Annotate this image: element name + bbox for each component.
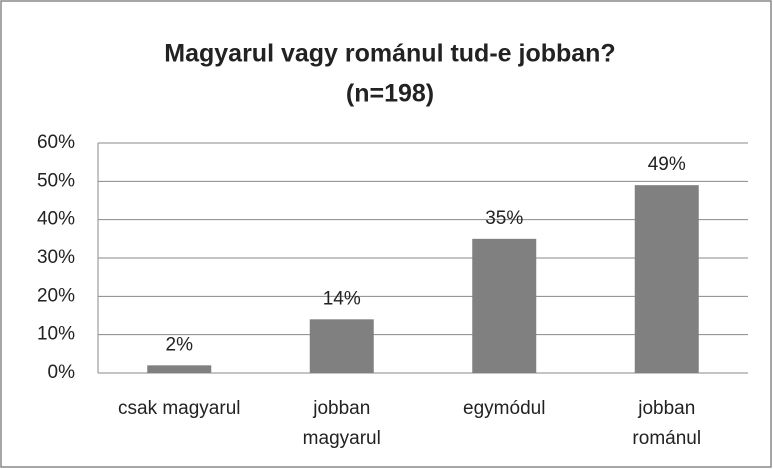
chart-subtitle: (n=198) (346, 80, 434, 108)
y-tick-label: 50% (37, 170, 75, 191)
x-tick-label: románul (632, 428, 701, 449)
y-tick-label: 20% (37, 285, 75, 306)
bar (309, 319, 374, 373)
chart-title: Magyarul vagy románul tud-e jobban? (164, 40, 615, 68)
x-tick-label: egymódul (463, 398, 545, 419)
data-label: 2% (166, 334, 194, 355)
x-tick-label: csak magyarul (118, 398, 241, 419)
y-tick-label: 40% (37, 209, 75, 230)
data-label: 14% (323, 288, 361, 309)
x-tick-label: jobban (637, 398, 695, 419)
y-tick-label: 30% (37, 247, 75, 268)
y-tick-label: 60% (37, 132, 75, 153)
data-label: 49% (648, 154, 686, 175)
y-tick-label: 10% (37, 324, 75, 345)
bar (472, 238, 537, 373)
x-tick-label: magyarul (303, 428, 381, 449)
bar (147, 365, 212, 373)
bar (634, 185, 699, 373)
data-label: 35% (485, 208, 523, 229)
x-tick-label: jobban (312, 398, 370, 419)
y-tick-label: 0% (48, 362, 76, 383)
